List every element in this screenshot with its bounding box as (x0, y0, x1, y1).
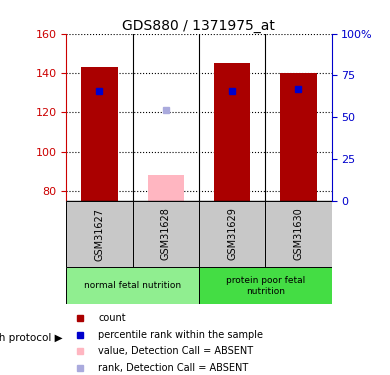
Text: GSM31630: GSM31630 (293, 208, 303, 260)
Text: growth protocol ▶: growth protocol ▶ (0, 333, 62, 343)
Bar (280, 73, 317, 201)
Text: value, Detection Call = ABSENT: value, Detection Call = ABSENT (98, 346, 253, 356)
Text: rank, Detection Call = ABSENT: rank, Detection Call = ABSENT (98, 363, 248, 373)
Bar (214, 63, 250, 201)
Text: GSM31628: GSM31628 (161, 208, 171, 261)
Bar (147, 175, 184, 201)
Bar (81, 67, 118, 201)
Text: count: count (98, 313, 126, 323)
Text: protein poor fetal
nutrition: protein poor fetal nutrition (225, 276, 305, 296)
Text: GSM31629: GSM31629 (227, 208, 237, 261)
Bar (265, 201, 332, 267)
Bar (66, 201, 133, 267)
Bar (66, 267, 199, 305)
Title: GDS880 / 1371975_at: GDS880 / 1371975_at (122, 19, 275, 33)
Bar (199, 201, 265, 267)
Text: GSM31627: GSM31627 (94, 207, 105, 261)
Text: percentile rank within the sample: percentile rank within the sample (98, 330, 263, 339)
Bar (199, 267, 332, 305)
Text: normal fetal nutrition: normal fetal nutrition (84, 282, 181, 291)
Bar (133, 201, 199, 267)
